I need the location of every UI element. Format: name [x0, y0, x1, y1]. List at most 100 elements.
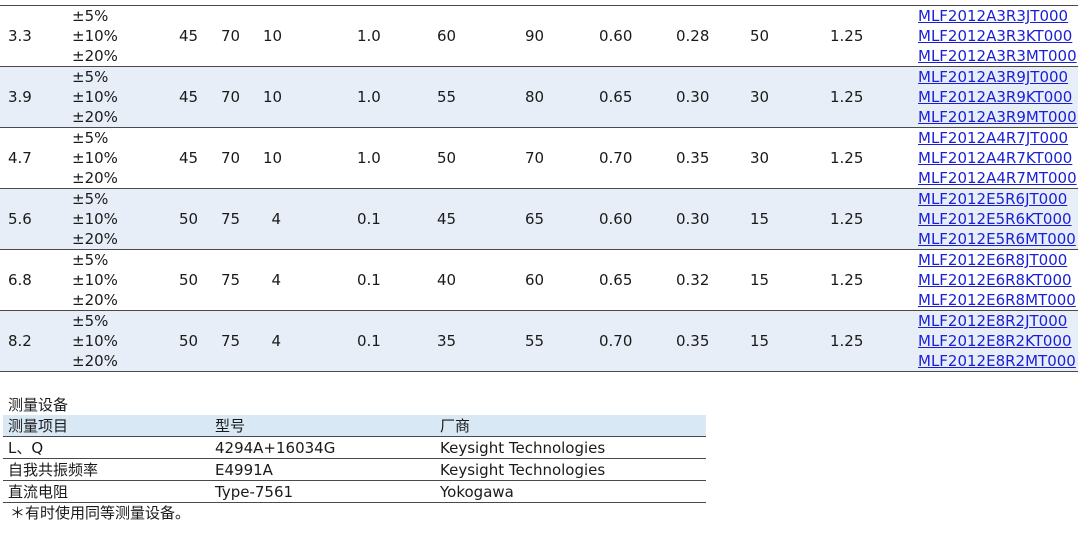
part-number-link[interactable]: MLF2012E6R8MT000: [918, 291, 1076, 309]
top-rule: [0, 5, 1078, 6]
equipment-row: 自我共振频率 E4991A Keysight Technologies: [3, 459, 706, 481]
part-number-link[interactable]: MLF2012A3R9KT000: [918, 88, 1073, 106]
thickness: 1.25: [830, 88, 864, 106]
tolerance: ±20%: [72, 352, 118, 370]
srf-value-1: 45: [437, 210, 457, 228]
part-number-link[interactable]: MLF2012A3R3KT000: [918, 27, 1073, 45]
part-number-list: MLF2012E8R2JT000 MLF2012E8R2KT000 MLF2012E…: [918, 311, 1076, 371]
part-number-link[interactable]: MLF2012E8R2KT000: [918, 332, 1072, 350]
srf-value-1: 55: [437, 88, 457, 106]
footnote: ＊有时使用同等测量设备。: [10, 504, 191, 522]
spec-row: ±5% ±10% ±20% 3.3 45 70 10 1.0 60 90 0.60 0.28 50 1.2…: [0, 6, 1078, 67]
part-number-list: MLF2012A3R3JT000 MLF2012A3R3KT000 MLF2012A…: [918, 6, 1077, 66]
q-value-1: 50: [179, 332, 199, 350]
equipment-header-row: 测量项目 型号 厂商: [3, 415, 706, 437]
test-freq-2: 0.1: [357, 271, 381, 289]
part-number-link[interactable]: MLF2012A4R7JT000: [918, 129, 1069, 147]
tolerance: ±20%: [72, 230, 118, 248]
tolerance: ±10%: [72, 332, 118, 350]
part-number-link[interactable]: MLF2012E6R8KT000: [918, 271, 1072, 289]
tolerance: ±5%: [72, 129, 109, 147]
rated-current: 15: [750, 271, 770, 289]
rdc-value-2: 0.30: [676, 88, 710, 106]
thickness: 1.25: [830, 149, 864, 167]
rdc-value-1: 0.60: [599, 27, 633, 45]
q-value-2: 75: [221, 332, 241, 350]
equipment-title: 测量设备: [8, 396, 69, 414]
part-number-link[interactable]: MLF2012A4R7KT000: [918, 149, 1073, 167]
measure-item: 直流电阻: [8, 483, 69, 501]
test-freq-1: 10: [263, 88, 283, 106]
equipment-row: L、Q 4294A+16034G Keysight Technologies: [3, 437, 706, 459]
rdc-value-1: 0.70: [599, 149, 633, 167]
tolerance: ±5%: [72, 312, 109, 330]
manufacturer: Keysight Technologies: [440, 439, 606, 457]
inductance-value: 3.3: [8, 27, 32, 45]
test-freq-2: 0.1: [357, 332, 381, 350]
inductance-value: 6.8: [8, 271, 32, 289]
part-number-link[interactable]: MLF2012E5R6JT000: [918, 190, 1068, 208]
part-number-link[interactable]: MLF2012A3R3JT000: [918, 7, 1069, 25]
rdc-value-2: 0.35: [676, 332, 710, 350]
rated-current: 15: [750, 332, 770, 350]
part-number-link[interactable]: MLF2012E5R6KT000: [918, 210, 1072, 228]
part-number-list: MLF2012A4R7JT000 MLF2012A4R7KT000 MLF2012A…: [918, 128, 1077, 188]
equipment-row: 直流电阻 Type-7561 Yokogawa: [3, 481, 706, 503]
rdc-value-2: 0.30: [676, 210, 710, 228]
tolerance: ±10%: [72, 149, 118, 167]
spec-row: ±5% ±10% ±20% 3.9 45 70 10 1.0 55 80 0.65 0.30 30 1.2…: [0, 67, 1078, 128]
rdc-value-1: 0.70: [599, 332, 633, 350]
test-freq-2: 1.0: [357, 27, 381, 45]
thickness: 1.25: [830, 210, 864, 228]
header-model: 型号: [215, 417, 246, 435]
part-number-link[interactable]: MLF2012A4R7MT000: [918, 169, 1077, 187]
test-freq-1: 10: [263, 27, 283, 45]
q-value-2: 70: [221, 149, 241, 167]
tolerance-list: ±5% ±10% ±20%: [72, 128, 118, 188]
part-number-link[interactable]: MLF2012A3R9JT000: [918, 68, 1069, 86]
tolerance: ±5%: [72, 7, 109, 25]
tolerance: ±10%: [72, 27, 118, 45]
part-number-link[interactable]: MLF2012A3R3MT000: [918, 47, 1077, 65]
srf-value-2: 90: [525, 27, 545, 45]
tolerance: ±20%: [72, 108, 118, 126]
tolerance: ±10%: [72, 271, 118, 289]
thickness: 1.25: [830, 332, 864, 350]
test-freq-2: 1.0: [357, 149, 381, 167]
q-value-1: 45: [179, 88, 199, 106]
tolerance: ±20%: [72, 291, 118, 309]
q-value-2: 70: [221, 88, 241, 106]
inductance-value: 8.2: [8, 332, 32, 350]
part-number-link[interactable]: MLF2012E8R2MT000: [918, 352, 1076, 370]
rdc-value-2: 0.28: [676, 27, 710, 45]
inductance-value: 4.7: [8, 149, 32, 167]
model: 4294A+16034G: [215, 439, 336, 457]
tolerance-list: ±5% ±10% ±20%: [72, 6, 118, 66]
srf-value-2: 55: [525, 332, 545, 350]
tolerance: ±5%: [72, 251, 109, 269]
srf-value-2: 60: [525, 271, 545, 289]
inductance-value: 3.9: [8, 88, 32, 106]
rdc-value-1: 0.65: [599, 88, 633, 106]
part-number-link[interactable]: MLF2012E6R8JT000: [918, 251, 1068, 269]
test-freq-1: 4: [271, 210, 281, 228]
test-freq-1: 4: [271, 332, 281, 350]
q-value-2: 70: [221, 27, 241, 45]
part-number-link[interactable]: MLF2012E8R2JT000: [918, 312, 1068, 330]
part-number-list: MLF2012E5R6JT000 MLF2012E5R6KT000 MLF2012E…: [918, 189, 1076, 249]
part-number-link[interactable]: MLF2012E5R6MT000: [918, 230, 1076, 248]
tolerance: ±10%: [72, 210, 118, 228]
rated-current: 30: [750, 149, 770, 167]
tolerance-list: ±5% ±10% ±20%: [72, 250, 118, 310]
srf-value-1: 40: [437, 271, 457, 289]
spec-row: ±5% ±10% ±20% 8.2 50 75 4 0.1 35 55 0.70 0.35 15 1.25…: [0, 311, 1078, 372]
model: E4991A: [215, 461, 273, 479]
spec-row: ±5% ±10% ±20% 6.8 50 75 4 0.1 40 60 0.65 0.32 15 1.25…: [0, 250, 1078, 311]
rdc-value-1: 0.65: [599, 271, 633, 289]
part-number-link[interactable]: MLF2012A3R9MT000: [918, 108, 1077, 126]
test-freq-2: 1.0: [357, 88, 381, 106]
spec-table: ±5% ±10% ±20% 3.3 45 70 10 1.0 60 90 0.60 0.28 50 1.2…: [0, 6, 1078, 372]
rated-current: 30: [750, 88, 770, 106]
rdc-value-1: 0.60: [599, 210, 633, 228]
rated-current: 50: [750, 27, 770, 45]
